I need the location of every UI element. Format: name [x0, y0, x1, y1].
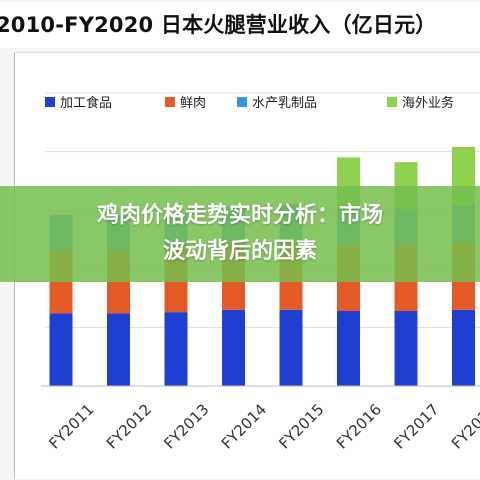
x-tick-label: FY2015 [275, 400, 327, 452]
x-tick-label: FY2018 [448, 400, 480, 452]
legend-label: 鲜肉 [180, 96, 206, 111]
bar-segment [452, 309, 475, 386]
legend-label: 海外业务 [402, 95, 454, 111]
legend-swatch [387, 97, 397, 107]
bar-segment [49, 313, 73, 386]
x-tick-label: FY2017 [390, 400, 442, 452]
legend-swatch [165, 97, 175, 107]
bar-segment [337, 310, 360, 386]
overlay-headline-line2: 波动背后的因素 [162, 239, 317, 264]
bar-segment [107, 313, 130, 386]
overlay-headline[interactable]: 鸡肉价格走势实时分析：市场 波动背后的因素 [0, 198, 480, 270]
x-tick-label: FY2012 [103, 400, 155, 452]
x-tick-label: FY2014 [218, 400, 270, 452]
legend-label: 加工食品 [60, 95, 112, 111]
bar-segment [164, 312, 188, 386]
legend-swatch [45, 97, 55, 107]
legend-label: 水产乳制品 [252, 96, 317, 111]
x-tick-label: FY2013 [160, 400, 212, 452]
legend: 加工食品 鲜肉 水产乳制品 海外业务 [45, 95, 454, 111]
overlay-banner [0, 186, 480, 282]
chart-title: 2010-FY2020 日本火腿营业收入（亿日元） [0, 2, 480, 48]
legend-swatch [237, 97, 247, 107]
x-tick-label: FY2011 [45, 400, 97, 452]
bar-segment [222, 309, 245, 386]
x-tick-label: FY2016 [333, 400, 385, 452]
bar-segment [279, 309, 303, 386]
overlay-headline-line1: 鸡肉价格走势实时分析：市场 [96, 203, 383, 228]
x-axis: FY2011 FY2012 FY2013 FY2014 FY2015 FY2016 FY20… [41, 385, 480, 453]
bar-segment [394, 310, 418, 386]
